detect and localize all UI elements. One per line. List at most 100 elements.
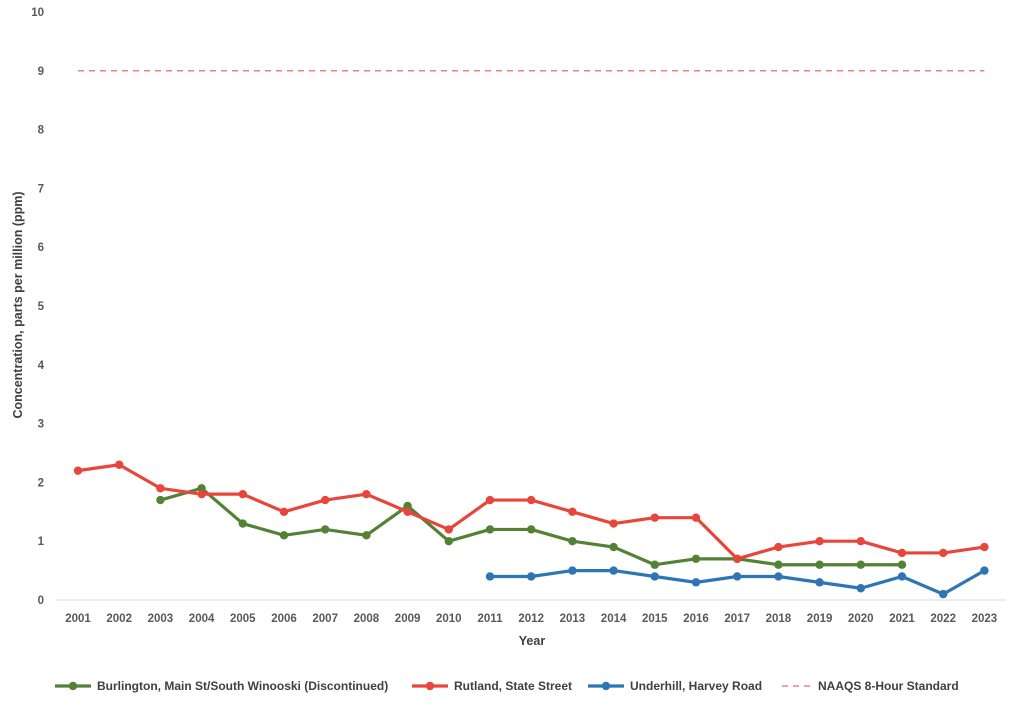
data-point bbox=[815, 537, 824, 546]
legend-item: Underhill, Harvey Road bbox=[588, 679, 762, 693]
y-tick-label: 3 bbox=[38, 419, 44, 431]
series-2 bbox=[485, 566, 989, 599]
x-tick-label: 2012 bbox=[518, 613, 544, 625]
data-point bbox=[279, 531, 289, 540]
y-tick-label: 9 bbox=[38, 66, 44, 78]
data-point bbox=[115, 460, 124, 469]
data-point bbox=[568, 507, 577, 516]
x-tick-label: 2017 bbox=[724, 613, 750, 625]
data-point bbox=[485, 572, 495, 581]
legend-item: Rutland, State Street bbox=[412, 679, 572, 693]
y-tick-label: 6 bbox=[38, 242, 44, 254]
series-0 bbox=[156, 484, 907, 569]
series-layer bbox=[73, 70, 989, 599]
x-tick-label: 2013 bbox=[560, 613, 586, 625]
data-point bbox=[568, 537, 577, 546]
data-point bbox=[980, 542, 989, 552]
x-tick-label: 2010 bbox=[436, 613, 462, 625]
data-point bbox=[650, 560, 659, 569]
data-point bbox=[568, 566, 577, 575]
x-tick-label: 2022 bbox=[930, 613, 956, 625]
legend-swatch-marker bbox=[601, 681, 611, 691]
x-tick-label: 2004 bbox=[189, 613, 215, 625]
data-point bbox=[279, 507, 289, 516]
legend-swatch-marker bbox=[425, 681, 435, 691]
x-tick-label: 2023 bbox=[972, 613, 998, 625]
x-tick-label: 2020 bbox=[848, 613, 874, 625]
y-axis-ticks: 0 1 2 3 4 5 6 7 8 9 10 bbox=[31, 7, 44, 607]
data-point bbox=[897, 560, 907, 569]
x-tick-label: 2014 bbox=[601, 613, 627, 625]
data-point bbox=[321, 495, 330, 505]
y-tick-label: 0 bbox=[38, 595, 44, 607]
y-axis-title: Concentration, parts per million (ppm) bbox=[11, 191, 25, 418]
data-point bbox=[856, 537, 865, 546]
series-line bbox=[77, 463, 985, 561]
x-tick-label: 2015 bbox=[642, 613, 668, 625]
data-point bbox=[527, 572, 536, 581]
legend-swatch-marker bbox=[68, 681, 78, 691]
data-point bbox=[444, 525, 453, 534]
data-point bbox=[774, 542, 783, 552]
y-tick-label: 5 bbox=[38, 301, 45, 313]
data-point bbox=[156, 495, 165, 505]
legend-item: Burlington, Main St/South Winooski (Disc… bbox=[55, 679, 388, 693]
data-point bbox=[527, 495, 536, 505]
data-point bbox=[733, 554, 742, 564]
x-tick-label: 2009 bbox=[395, 613, 421, 625]
data-point bbox=[609, 566, 618, 575]
data-point bbox=[156, 484, 165, 493]
x-tick-label: 2021 bbox=[889, 613, 915, 625]
data-point bbox=[444, 537, 453, 546]
data-point bbox=[733, 572, 742, 581]
data-point bbox=[774, 572, 783, 581]
y-tick-label: 4 bbox=[38, 360, 45, 372]
data-point bbox=[609, 519, 618, 528]
x-tick-label: 2018 bbox=[766, 613, 792, 625]
x-tick-label: 2007 bbox=[312, 613, 338, 625]
data-point bbox=[321, 525, 330, 534]
data-point bbox=[485, 525, 495, 534]
data-point bbox=[527, 525, 536, 534]
data-point bbox=[897, 548, 907, 558]
data-point bbox=[650, 572, 659, 581]
data-point bbox=[980, 566, 989, 575]
x-tick-label: 2008 bbox=[354, 613, 380, 625]
legend-label: Underhill, Harvey Road bbox=[630, 679, 762, 693]
data-point bbox=[362, 531, 371, 540]
data-point bbox=[403, 507, 412, 516]
legend-label: NAAQS 8-Hour Standard bbox=[818, 679, 959, 693]
data-point bbox=[197, 484, 206, 493]
x-tick-label: 2001 bbox=[65, 613, 91, 625]
data-point bbox=[403, 501, 412, 511]
data-point bbox=[238, 489, 247, 499]
data-point bbox=[197, 489, 206, 499]
legend-item: NAAQS 8-Hour Standard bbox=[782, 679, 959, 693]
x-axis-ticks: 2001 2002 2003 2004 2005 2006 2007 2008 2009 2010… bbox=[65, 613, 997, 625]
x-axis-title: Year bbox=[519, 634, 546, 648]
x-tick-label: 2002 bbox=[106, 613, 132, 625]
data-point bbox=[609, 542, 618, 552]
data-point bbox=[73, 466, 83, 475]
data-point bbox=[815, 578, 824, 587]
data-point bbox=[856, 584, 865, 593]
data-point bbox=[939, 589, 948, 599]
legend-label: Rutland, State Street bbox=[454, 679, 572, 693]
y-tick-label: 2 bbox=[38, 477, 44, 489]
data-point bbox=[485, 495, 495, 505]
y-tick-label: 10 bbox=[31, 7, 44, 19]
x-tick-label: 2011 bbox=[478, 613, 504, 625]
data-point bbox=[939, 548, 948, 558]
data-point bbox=[897, 572, 907, 581]
data-point bbox=[691, 513, 701, 522]
data-point bbox=[362, 489, 371, 499]
x-tick-label: 2003 bbox=[148, 613, 174, 625]
legend: Burlington, Main St/South Winooski (Disc… bbox=[55, 679, 959, 693]
data-point bbox=[691, 554, 701, 564]
data-point bbox=[856, 560, 865, 569]
x-tick-label: 2016 bbox=[683, 613, 709, 625]
x-tick-label: 2005 bbox=[230, 613, 256, 625]
data-point bbox=[238, 519, 247, 528]
